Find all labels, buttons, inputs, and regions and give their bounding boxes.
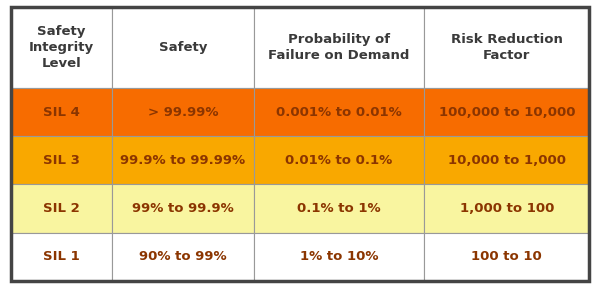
Bar: [112, 136, 254, 184]
Text: Probability of
Failure on Demand: Probability of Failure on Demand: [268, 33, 410, 62]
Bar: [254, 7, 424, 88]
Bar: [112, 184, 254, 233]
Bar: [254, 88, 424, 136]
Bar: [254, 233, 424, 281]
Text: 99% to 99.9%: 99% to 99.9%: [132, 202, 234, 215]
Bar: [254, 136, 424, 184]
Bar: [112, 233, 254, 281]
Bar: [424, 136, 589, 184]
Text: Risk Reduction
Factor: Risk Reduction Factor: [451, 33, 563, 62]
Bar: [254, 184, 424, 233]
Text: 0.001% to 0.01%: 0.001% to 0.01%: [276, 105, 402, 119]
Text: 100,000 to 10,000: 100,000 to 10,000: [439, 105, 575, 119]
Text: 99.9% to 99.99%: 99.9% to 99.99%: [121, 154, 245, 167]
Text: SIL 2: SIL 2: [43, 202, 80, 215]
Text: Safety: Safety: [158, 41, 207, 54]
Text: 0.1% to 1%: 0.1% to 1%: [297, 202, 381, 215]
Text: 0.01% to 0.1%: 0.01% to 0.1%: [286, 154, 392, 167]
Bar: [424, 233, 589, 281]
Text: 100 to 10: 100 to 10: [472, 250, 542, 263]
Bar: [11, 88, 112, 136]
Bar: [424, 88, 589, 136]
Text: 90% to 99%: 90% to 99%: [139, 250, 227, 263]
Text: SIL 1: SIL 1: [43, 250, 80, 263]
Bar: [424, 7, 589, 88]
Text: 1% to 10%: 1% to 10%: [300, 250, 378, 263]
Text: Safety
Integrity
Level: Safety Integrity Level: [29, 25, 94, 70]
Text: 10,000 to 1,000: 10,000 to 1,000: [448, 154, 566, 167]
Bar: [112, 7, 254, 88]
Text: SIL 4: SIL 4: [43, 105, 80, 119]
Bar: [11, 184, 112, 233]
Bar: [11, 7, 112, 88]
Bar: [11, 233, 112, 281]
Text: 1,000 to 100: 1,000 to 100: [460, 202, 554, 215]
Bar: [11, 136, 112, 184]
Bar: [424, 184, 589, 233]
Text: > 99.99%: > 99.99%: [148, 105, 218, 119]
Text: SIL 3: SIL 3: [43, 154, 80, 167]
Bar: [112, 88, 254, 136]
